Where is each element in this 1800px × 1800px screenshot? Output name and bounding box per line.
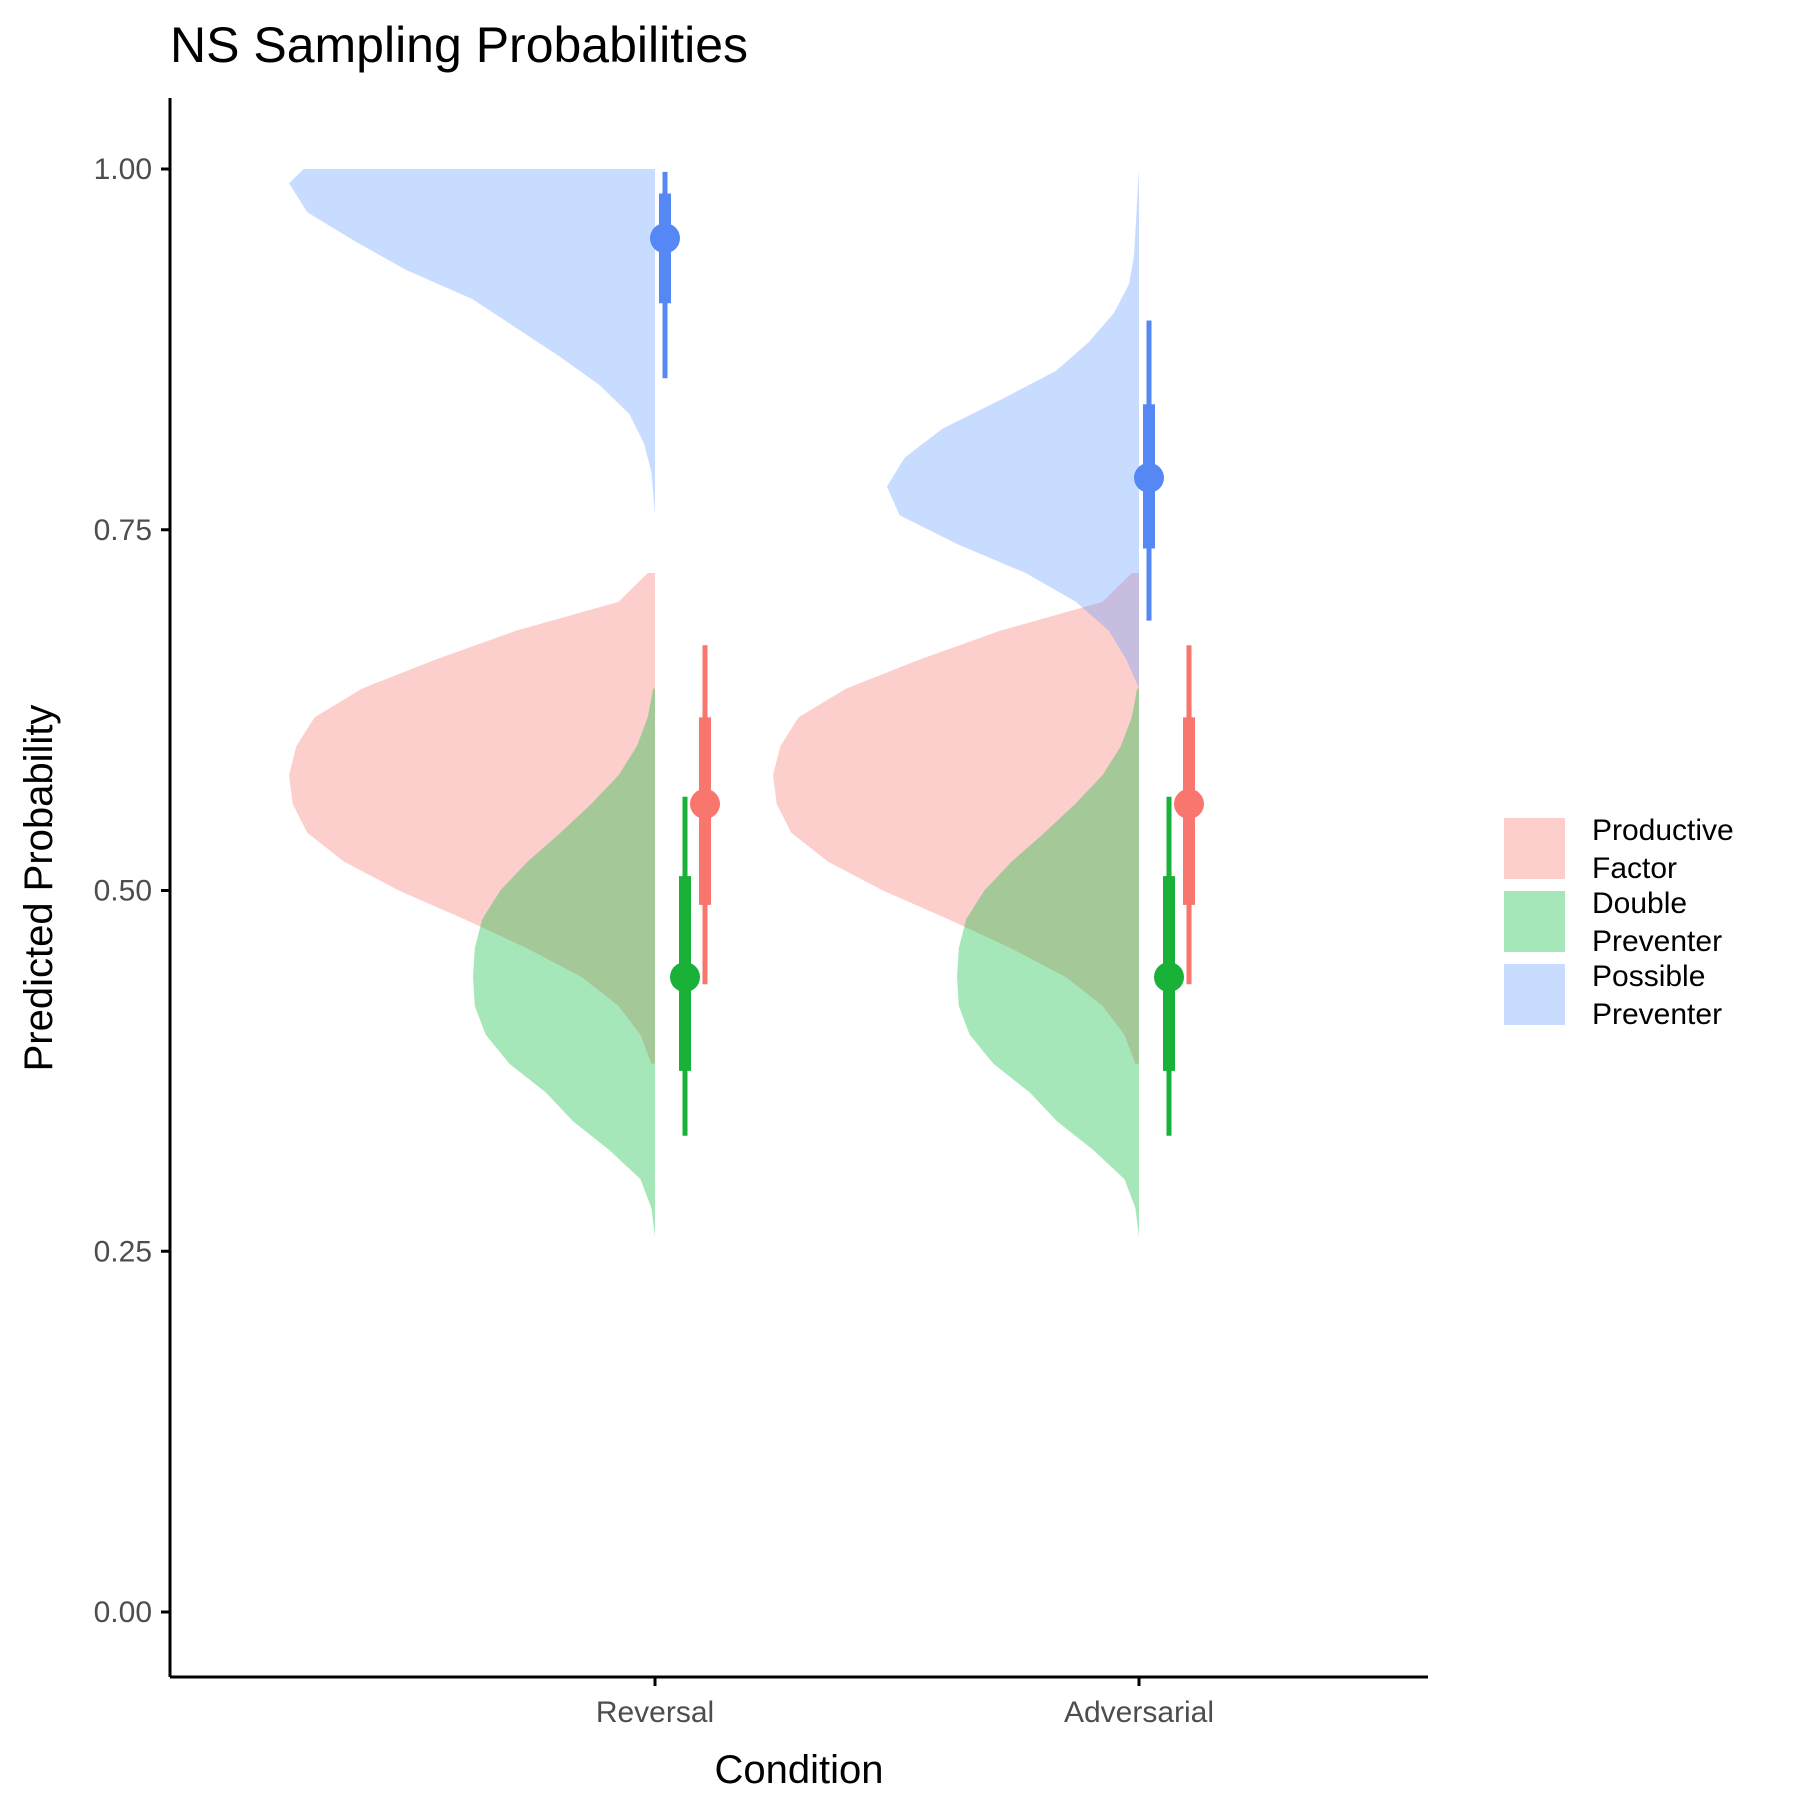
violin-possible-preventer-reversal <box>289 169 655 516</box>
legend-label: Factor <box>1592 852 1677 885</box>
point-possible-preventer-reversal <box>650 223 680 254</box>
violin-layer <box>289 169 1139 1237</box>
y-tick-label: 1.00 <box>94 153 152 186</box>
point-double-preventer-reversal <box>670 962 700 993</box>
violin-possible-preventer-adversarial <box>887 169 1139 689</box>
point-double-preventer-adversarial <box>1154 962 1184 993</box>
point-possible-preventer-adversarial <box>1134 462 1164 493</box>
legend-key-productive-factor <box>1504 818 1565 879</box>
point-productive-factor-adversarial <box>1174 788 1204 819</box>
y-tick-label: 0.00 <box>94 1596 152 1629</box>
x-tick-label: Adversarial <box>1064 1696 1214 1729</box>
y-tick-label: 0.50 <box>94 875 152 908</box>
legend-key-double-preventer <box>1504 891 1565 952</box>
violin-double-preventer-reversal <box>473 688 655 1237</box>
violin-double-preventer-adversarial <box>957 688 1139 1237</box>
y-tick-label: 0.75 <box>94 514 152 547</box>
x-tick-label: Reversal <box>596 1696 714 1729</box>
y-tick-label: 0.25 <box>94 1235 152 1268</box>
x-axis-title: Condition <box>714 1748 883 1792</box>
legend-label: Preventer <box>1592 998 1722 1031</box>
legend-label: Productive <box>1592 814 1734 847</box>
violin-productive-factor-reversal <box>289 573 655 1064</box>
x-ticks: Reversal Adversarial <box>596 1677 1214 1729</box>
legend: ProductiveFactorDoublePreventerPossibleP… <box>1504 814 1734 1031</box>
axes <box>168 98 1428 1679</box>
legend-label: Preventer <box>1592 925 1722 958</box>
legend-label: Possible <box>1592 960 1705 993</box>
violin-productive-factor-adversarial <box>773 573 1139 1064</box>
interval-layer <box>650 171 1204 1136</box>
legend-key-possible-preventer <box>1504 964 1565 1025</box>
y-ticks: 0.00 0.25 0.50 0.75 1.00 <box>94 153 170 1629</box>
chart-title: NS Sampling Probabilities <box>170 17 748 73</box>
y-axis-title: Predicted Probability <box>17 705 61 1072</box>
point-productive-factor-reversal <box>690 788 720 819</box>
legend-label: Double <box>1592 887 1687 920</box>
